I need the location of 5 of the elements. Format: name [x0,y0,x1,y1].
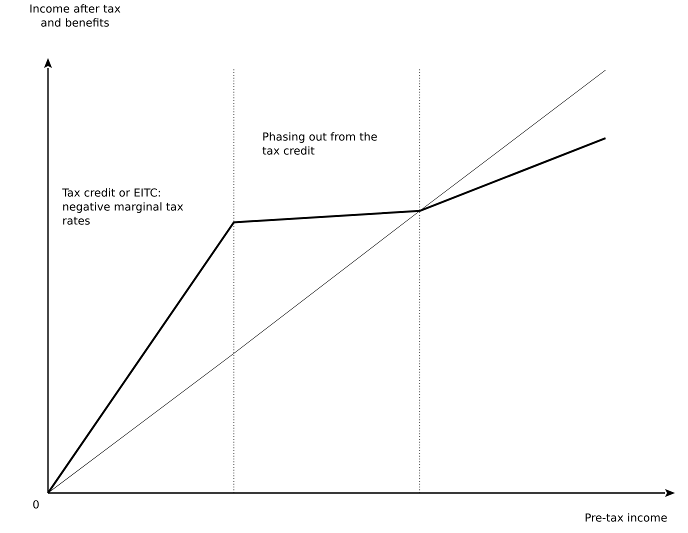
x-axis-title: Pre-tax income [586,513,667,522]
annotation: Tax credit or EITC: negative marginal tax rates [62,188,184,225]
text: 0 [33,500,39,509]
annotation: Phasing out from the tax credit [262,132,377,155]
y-axis-title: Income after tax and benefits [30,4,120,27]
